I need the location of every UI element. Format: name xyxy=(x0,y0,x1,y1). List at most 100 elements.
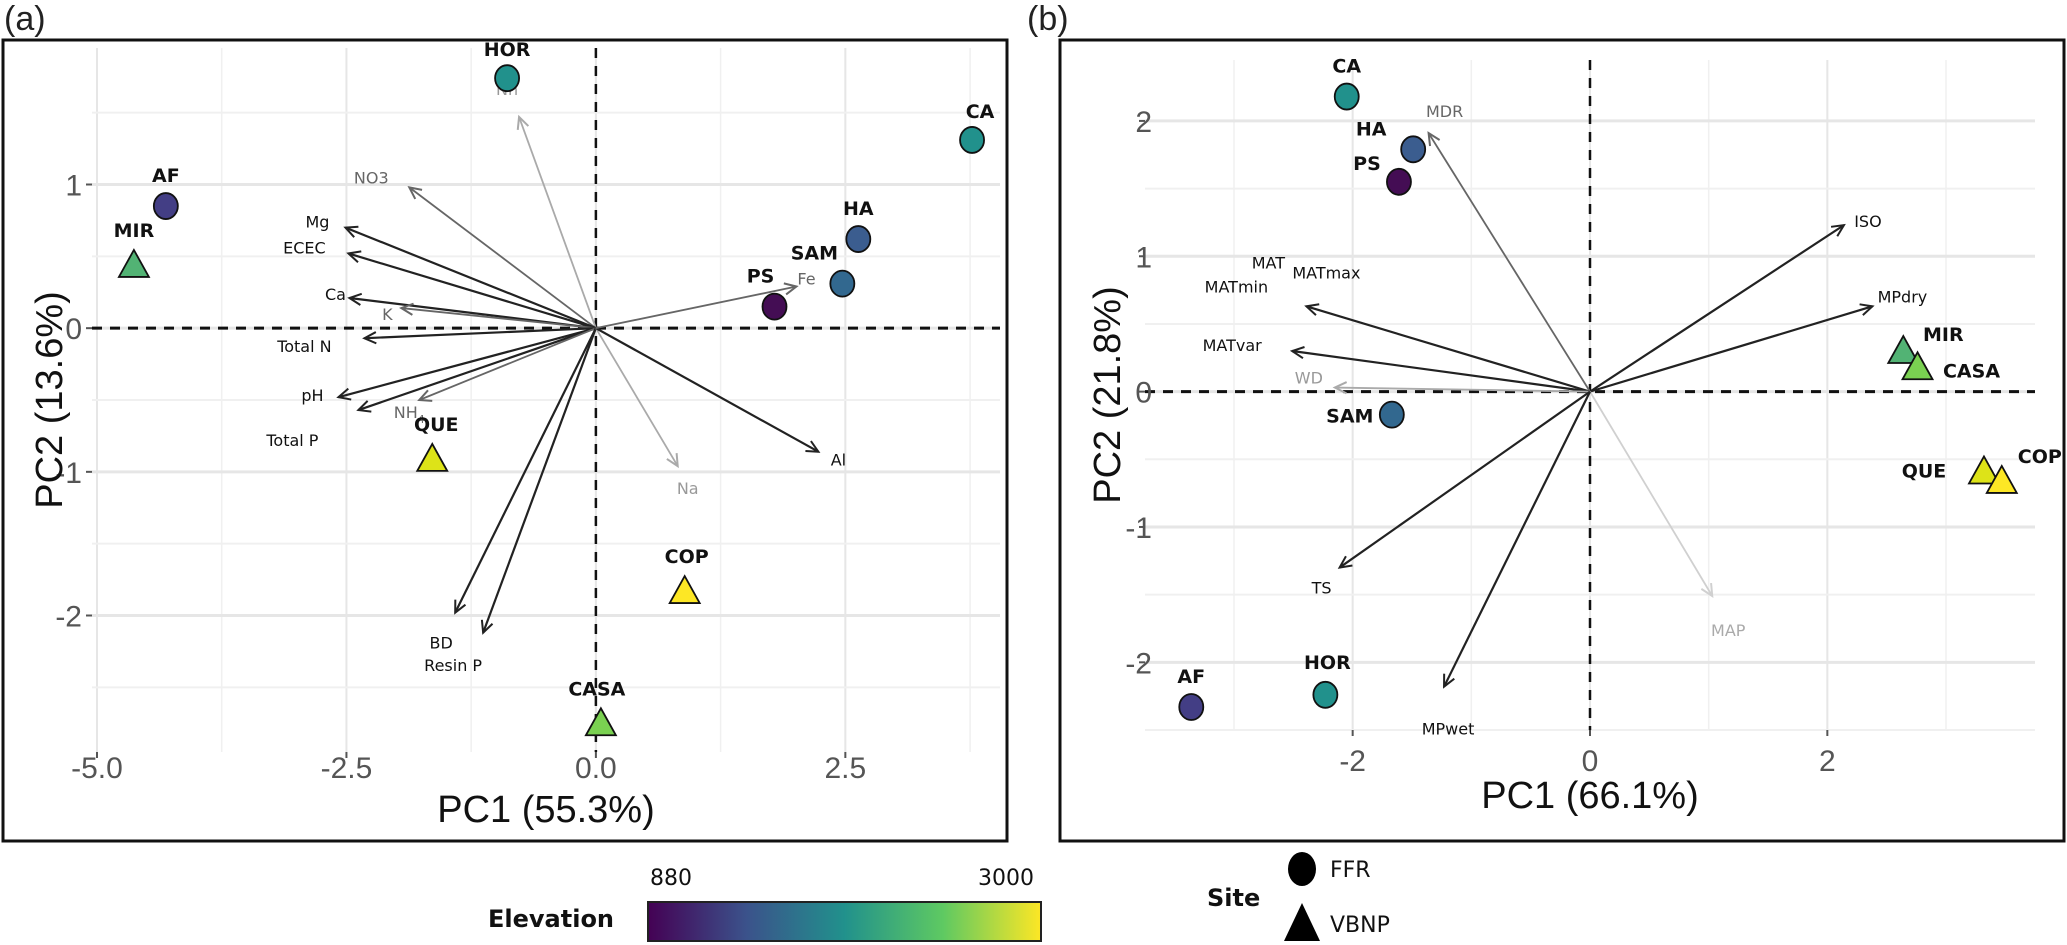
site-point-mir xyxy=(1886,334,1920,364)
panel-b-x-axis-title: PC1 (66.1%) xyxy=(1481,775,1699,817)
panel-a-frame xyxy=(1,38,1009,843)
site-label: AF xyxy=(1177,666,1205,688)
site-point-mir xyxy=(117,248,151,278)
loading-label: Total N xyxy=(276,337,331,356)
y-tick-label: -2 xyxy=(55,601,82,634)
panel-a-grid xyxy=(92,48,1000,752)
panel-b-tag: (b) xyxy=(1027,0,1069,38)
panel-b-grid xyxy=(1145,60,2035,731)
site-point-casa xyxy=(1900,350,1935,381)
arrowhead xyxy=(1304,303,1320,316)
triangle-icon xyxy=(1284,903,1320,941)
panel-a: (a) -5.0-2.50.02.5-2-101 NnNO3MgECECCaKT… xyxy=(1,0,1009,843)
loading-label: MDR xyxy=(1426,102,1463,121)
loading-label: MAP xyxy=(1711,621,1746,640)
y-tick-label: 1 xyxy=(65,169,82,202)
loading-arrow-wd xyxy=(1334,386,1591,393)
loading-arrow-map xyxy=(1589,391,1713,597)
elevation-min-label: 880 xyxy=(650,866,692,891)
site-point-ha xyxy=(845,225,872,253)
loading-arrow-na xyxy=(595,327,679,467)
site-label: HA xyxy=(1356,118,1387,140)
loading-arrow-fe xyxy=(595,285,797,330)
panel-b-ticks: -2 0 2 -2 -1 0 1 2 xyxy=(1125,106,1835,778)
panel-a-ticks: -5.0 -2.5 0.0 2.5 -2 -1 0 1 xyxy=(55,169,866,785)
site-point-hor xyxy=(494,64,520,93)
loading-arrow-nn xyxy=(518,116,597,329)
loading-label: MPwet xyxy=(1422,720,1475,739)
loading-arrow-mdr xyxy=(1427,132,1591,393)
site-label: HOR xyxy=(1304,652,1351,674)
site-point-que xyxy=(415,442,449,472)
loading-label: WD xyxy=(1295,369,1323,388)
panel-a-x-axis-title: PC1 (55.3%) xyxy=(437,789,655,831)
arrowhead xyxy=(480,619,494,635)
site-point-sam xyxy=(1378,400,1405,429)
loading-arrow-ts xyxy=(1338,390,1591,569)
panel-a-tag: (a) xyxy=(4,0,46,38)
panel-a-sites: HOR CA AF MIR HA SAM PS QUE COP CASA xyxy=(114,39,995,737)
site-label: CA xyxy=(966,101,995,123)
site-label: SAM xyxy=(1326,406,1373,428)
loading-arrow-ph xyxy=(338,327,597,399)
loading-arrow-iso xyxy=(1589,224,1845,393)
site-label: PS xyxy=(1353,153,1381,175)
arrowhead xyxy=(347,292,363,306)
elevation-max-label: 3000 xyxy=(978,866,1034,891)
loading-label: BD xyxy=(430,634,453,653)
loading-label: MAT xyxy=(1252,253,1286,272)
panel-b-frame xyxy=(1058,38,2066,843)
site-label: QUE xyxy=(414,414,459,436)
arrowhead xyxy=(454,599,467,615)
site-point-hor xyxy=(1312,680,1339,709)
arrowhead xyxy=(356,400,372,413)
loading-arrow-k xyxy=(401,307,596,330)
loading-arrow-ecec xyxy=(348,252,597,330)
site-label: CASA xyxy=(568,678,625,700)
loading-label: Na xyxy=(677,479,699,498)
y-tick-label: -1 xyxy=(1125,512,1152,545)
arrowhead xyxy=(1337,555,1353,569)
arrowhead xyxy=(666,453,679,469)
loading-label: Al xyxy=(831,451,846,470)
arrowhead xyxy=(1700,582,1714,598)
y-tick-label: 0 xyxy=(1135,377,1152,410)
site-label: HA xyxy=(843,198,874,220)
loading-label: MATmax xyxy=(1292,263,1360,282)
x-tick-label: 0 xyxy=(1582,745,1599,778)
site-legend-ffr-label: FFR xyxy=(1330,858,1371,883)
x-tick-label: -5.0 xyxy=(71,752,123,785)
arrowhead xyxy=(362,331,377,345)
loading-label: MPdry xyxy=(1878,287,1928,306)
site-label: CA xyxy=(1332,56,1361,78)
site-legend-title: Site xyxy=(1207,884,1260,912)
loading-label: Total P xyxy=(265,431,318,450)
site-label: MIR xyxy=(1923,324,1964,346)
site-point-ca xyxy=(959,126,985,154)
panel-a-y-axis-title: PC2 (13.6%) xyxy=(29,291,71,509)
loading-arrow-total-p xyxy=(358,327,597,412)
site-label: HOR xyxy=(484,39,531,61)
x-tick-label: 2.5 xyxy=(824,752,866,785)
site-point-ca xyxy=(1333,82,1360,111)
elevation-legend: Elevation 880 3000 xyxy=(488,866,1042,942)
arrowhead xyxy=(1427,131,1441,147)
arrowhead xyxy=(1289,346,1305,360)
arrowhead xyxy=(346,250,362,263)
elevation-colorbar xyxy=(647,901,1042,942)
site-point-ps xyxy=(761,292,788,321)
panel-b-loadings: MDR ISO MAT MATmin MATmax MPdry MATvar WD TS MAP M… xyxy=(1203,102,1928,739)
loading-label: NO3 xyxy=(354,168,389,187)
y-tick-label: -2 xyxy=(1125,647,1152,680)
loading-label: ECEC xyxy=(283,238,326,257)
arrowhead xyxy=(1332,381,1348,395)
y-tick-label: 0 xyxy=(65,313,82,346)
arrowhead xyxy=(1830,223,1846,237)
loading-label: TS xyxy=(1311,579,1332,598)
y-tick-label: -1 xyxy=(55,457,82,490)
x-tick-label: 0.0 xyxy=(575,752,617,785)
y-tick-label: 1 xyxy=(1135,241,1152,274)
arrowhead xyxy=(1859,303,1875,316)
loading-arrow-mpdry xyxy=(1589,305,1873,393)
loading-label: Mg xyxy=(305,213,329,232)
